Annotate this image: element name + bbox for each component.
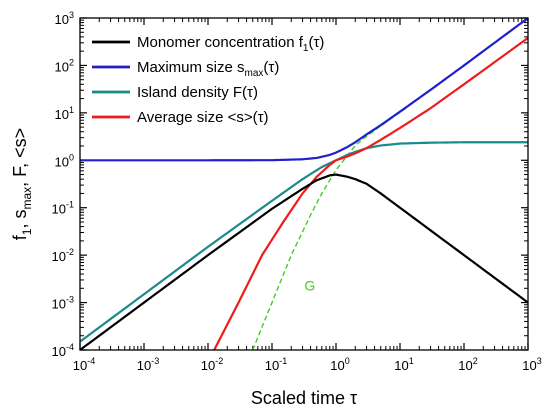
x-tick-label: 10-2 bbox=[201, 356, 223, 373]
y-tick-label: 10-1 bbox=[52, 200, 74, 217]
y-tick-label: 10-3 bbox=[52, 295, 74, 312]
series-line-0 bbox=[80, 173, 528, 350]
plot-frame bbox=[79, 17, 529, 351]
axis-ticks: 10-4 10-3 10-2 10-1 100 101 102 103 10-4 10-3 10-2… bbox=[52, 10, 542, 373]
x-tick-label: 100 bbox=[330, 356, 349, 373]
x-tick-label: 102 bbox=[458, 356, 477, 373]
series-line-1 bbox=[80, 18, 528, 162]
x-tick-label: 10-1 bbox=[265, 356, 287, 373]
series-lines bbox=[80, 18, 528, 350]
legend-entry: Monomer concentration f1(τ) bbox=[137, 34, 324, 54]
y-tick-label: 102 bbox=[55, 57, 74, 74]
series-line-3 bbox=[213, 37, 528, 350]
y-tick-label: 10-2 bbox=[52, 247, 74, 264]
series-line-2 bbox=[80, 141, 528, 343]
legend: Monomer concentration f1(τ) Maximum size … bbox=[92, 34, 324, 126]
y-tick-label: 103 bbox=[55, 10, 74, 27]
x-axis-title: Scaled time τ bbox=[251, 388, 357, 408]
legend-entry: Island density F(τ) bbox=[137, 84, 258, 101]
legend-entry: Average size <s>(τ) bbox=[137, 109, 269, 126]
y-tick-label: 100 bbox=[55, 152, 74, 169]
x-tick-label: 101 bbox=[394, 356, 413, 373]
legend-entry: Maximum size smax(τ) bbox=[137, 59, 279, 79]
x-tick-label: 103 bbox=[522, 356, 541, 373]
curve-label-g: G bbox=[304, 277, 315, 293]
y-axis-title: f1, smax, F, <s> bbox=[10, 128, 34, 240]
annotations: G bbox=[304, 277, 315, 293]
x-tick-label: 10-3 bbox=[137, 356, 159, 373]
x-tick-label: 10-4 bbox=[73, 356, 95, 373]
y-tick-label: 10-4 bbox=[52, 342, 74, 359]
y-tick-label: 101 bbox=[55, 105, 74, 122]
